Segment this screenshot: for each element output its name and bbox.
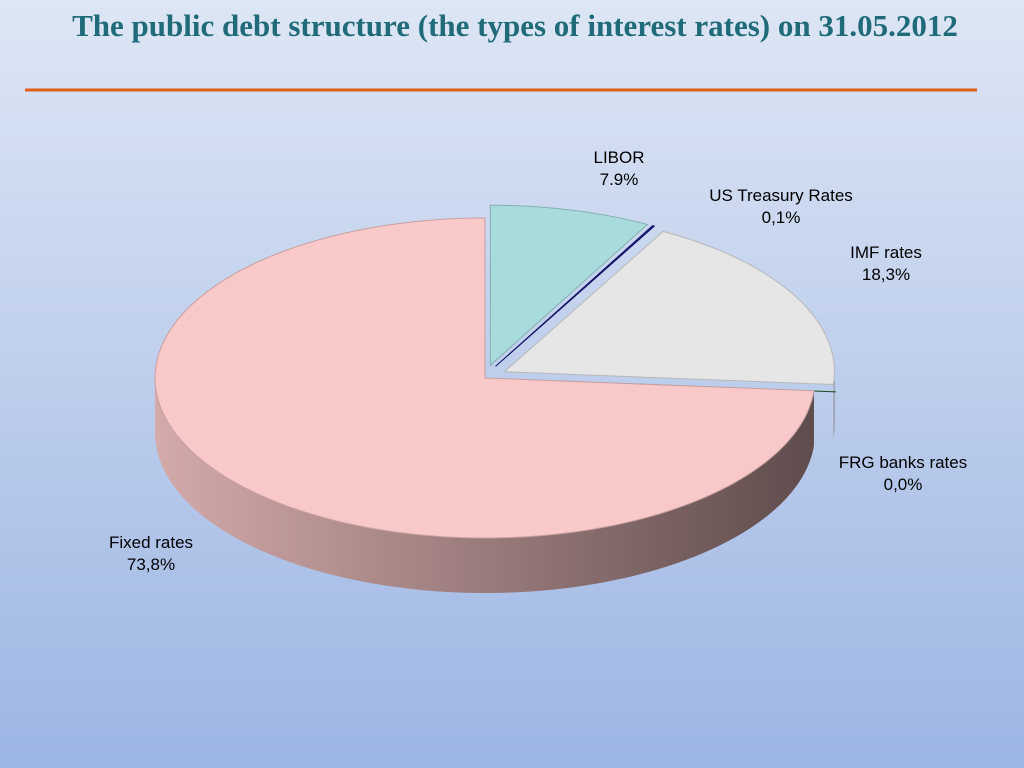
slice-label: IMF rates <box>850 243 922 262</box>
pie-slice <box>503 230 835 386</box>
slice-label: FRG banks rates <box>839 453 968 472</box>
slice-value-label: 0,1% <box>762 208 801 227</box>
slice-label: US Treasury Rates <box>709 186 853 205</box>
slice-side <box>155 378 814 593</box>
slice-value-label: 0,0% <box>884 475 923 494</box>
slice-value-label: 7.9% <box>600 170 639 189</box>
chart-title: The public debt structure (the types of … <box>72 8 958 43</box>
slice-label: LIBOR <box>593 148 644 167</box>
pie-slice <box>495 225 656 367</box>
slice-value-label: 18,3% <box>862 265 910 284</box>
slice-value-label: 73,8% <box>127 555 175 574</box>
slice-label: Fixed rates <box>109 533 193 552</box>
slice-side <box>833 371 835 440</box>
pie-slice <box>489 204 649 367</box>
pie-slice <box>154 217 815 539</box>
